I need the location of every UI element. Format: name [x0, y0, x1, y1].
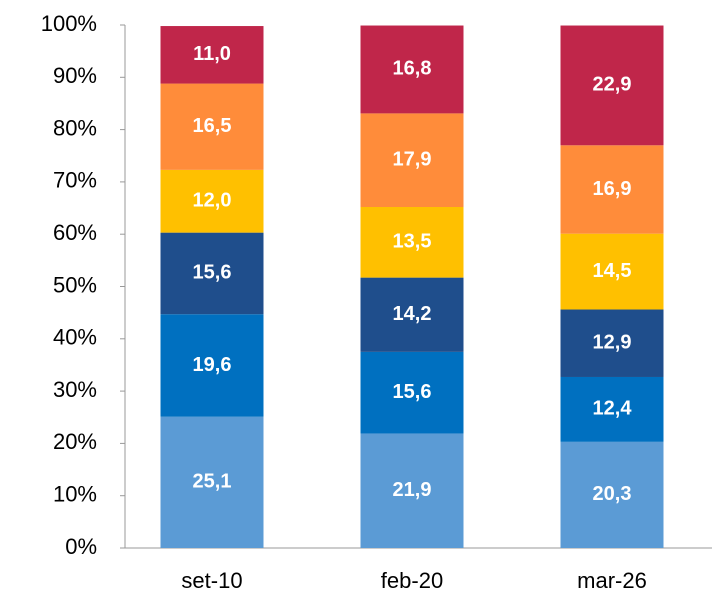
- y-tick-label: 80%: [53, 115, 97, 140]
- bar-segment: [560, 25, 664, 146]
- y-tick-label: 10%: [53, 482, 97, 507]
- bar-segment: [160, 26, 264, 84]
- data-label: 17,9: [393, 148, 432, 170]
- data-label: 16,9: [593, 178, 632, 200]
- data-label: 25,1: [193, 471, 232, 493]
- y-tick-label: 30%: [53, 377, 97, 402]
- x-tick-label: mar-26: [577, 568, 647, 593]
- data-label: 20,3: [593, 483, 632, 505]
- bar-segment: [560, 309, 664, 377]
- y-tick-label: 90%: [53, 63, 97, 88]
- bar-segment: [360, 277, 464, 352]
- y-tick-label: 50%: [53, 272, 97, 297]
- data-label: 14,2: [393, 303, 432, 325]
- bar-segment: [160, 83, 264, 170]
- y-tick-label: 20%: [53, 429, 97, 454]
- bar-segment: [160, 416, 264, 548]
- bar-segment: [160, 232, 264, 315]
- data-label: 22,9: [593, 74, 632, 96]
- y-tick-label: 100%: [41, 11, 97, 36]
- data-label: 12,9: [593, 332, 632, 354]
- bar-segment: [360, 351, 464, 434]
- bar-segment: [360, 113, 464, 208]
- y-tick-label: 0%: [65, 534, 97, 559]
- data-label: 12,0: [193, 190, 232, 212]
- data-label: 13,5: [393, 231, 432, 253]
- bar-segment: [160, 169, 264, 233]
- data-label: 15,6: [193, 262, 232, 284]
- bar-segment: [560, 145, 664, 234]
- x-tick-label: feb-20: [381, 568, 443, 593]
- bar-segment: [360, 25, 464, 114]
- data-label: 15,6: [393, 381, 432, 403]
- data-label: 12,4: [593, 398, 633, 420]
- data-label: 19,6: [193, 354, 232, 376]
- bar-segment: [360, 207, 464, 278]
- bar-segment: [560, 441, 664, 548]
- y-tick-label: 40%: [53, 325, 97, 350]
- data-label: 16,5: [193, 115, 232, 137]
- bar-segment: [360, 433, 464, 548]
- bar-segment: [560, 376, 664, 442]
- bar-segment: [560, 233, 664, 310]
- x-tick-label: set-10: [181, 568, 242, 593]
- data-label: 21,9: [393, 479, 432, 501]
- y-tick-label: 70%: [53, 168, 97, 193]
- bar-segment: [160, 314, 264, 417]
- data-label: 14,5: [593, 260, 632, 282]
- data-label: 11,0: [193, 43, 231, 65]
- y-tick-label: 60%: [53, 220, 97, 245]
- data-label: 16,8: [393, 58, 432, 80]
